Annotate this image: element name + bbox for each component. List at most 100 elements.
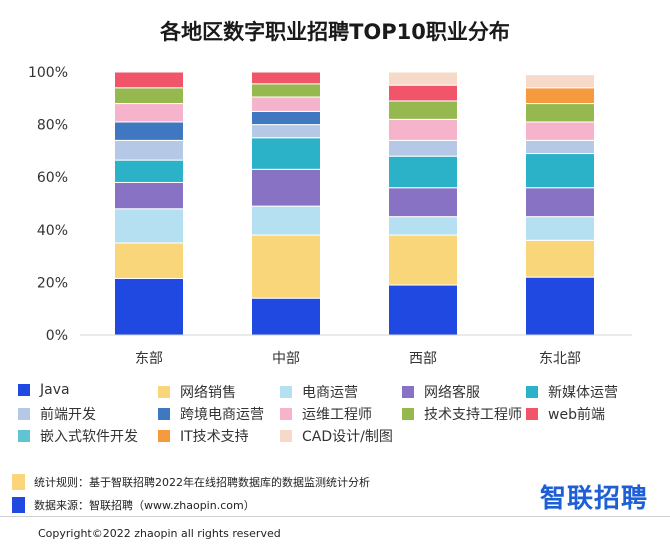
- bar-segment-4-13: [525, 74, 595, 89]
- bar-segment-1-6: [114, 139, 184, 161]
- legend-item: 技术支持工程师: [402, 404, 522, 424]
- x-tick-label: 中部: [272, 351, 300, 367]
- bar-segment-3-5: [388, 155, 458, 189]
- legend-label: 新媒体运营: [548, 385, 618, 401]
- x-tick-label: 东部: [135, 351, 163, 367]
- bar-area: [114, 71, 595, 336]
- bar-segment-1-7: [114, 121, 184, 141]
- bar-segment-2-10: [251, 71, 321, 85]
- chart-title: 各地区数字职业招聘TOP10职业分布: [160, 20, 510, 44]
- bar-segment-1-9: [114, 87, 184, 105]
- legend-label: web前端: [548, 407, 605, 423]
- legend-item: 运维工程师: [280, 404, 372, 424]
- bar-segment-4-4: [525, 187, 595, 218]
- bar-segment-3-2: [388, 234, 458, 286]
- legend-item: CAD设计/制图: [280, 426, 393, 446]
- legend-item: 嵌入式软件开发: [18, 426, 138, 446]
- legend-swatch: [158, 430, 170, 442]
- legend-swatch: [18, 408, 30, 420]
- bar-segment-1-3: [114, 208, 184, 244]
- bar-segment-1-5: [114, 159, 184, 183]
- source-note-marker: [12, 497, 25, 513]
- legend-swatch: [158, 408, 170, 420]
- legend-swatch: [280, 386, 292, 398]
- legend-item: Java: [18, 382, 70, 398]
- bar-segment-1-1: [114, 277, 184, 336]
- x-tick-label: 西部: [409, 351, 437, 367]
- bar-segment-4-6: [525, 139, 595, 155]
- bar-segment-3-3: [388, 216, 458, 236]
- bar-segment-2-7: [251, 110, 321, 126]
- bar-segment-2-8: [251, 96, 321, 112]
- bar-segment-4-9: [525, 103, 595, 123]
- bar-segment-1-10: [114, 71, 184, 89]
- source-note-text: 数据来源：智联招聘（www.zhaopin.com）: [34, 499, 255, 512]
- bar-segment-2-9: [251, 83, 321, 98]
- legend-label: 运维工程师: [302, 407, 372, 423]
- bar-segment-4-1: [525, 276, 595, 336]
- legend-label: 技术支持工程师: [424, 407, 522, 423]
- y-tick-label: 60%: [37, 170, 68, 186]
- copyright-text: Copyright©2022 zhaopin all rights reserv…: [38, 527, 281, 540]
- bar-segment-2-5: [251, 137, 321, 170]
- y-tick-label: 100%: [28, 65, 68, 81]
- legend-swatch: [280, 408, 292, 420]
- legend-item: 网络客服: [402, 382, 480, 402]
- legend-label: 网络销售: [180, 385, 236, 401]
- x-tick-label: 东北部: [539, 351, 581, 367]
- legend-item: IT技术支持: [158, 426, 249, 446]
- bar-segment-3-10: [388, 84, 458, 102]
- bar-segment-4-2: [525, 239, 595, 278]
- legend-label: 前端开发: [40, 407, 96, 423]
- rule-note-text: 统计规则：基于智联招聘2022年在线招聘数据库的数据监测统计分析: [34, 476, 370, 489]
- bar-segment-2-3: [251, 205, 321, 236]
- bar-segment-3-6: [388, 139, 458, 157]
- legend-item: 网络销售: [158, 382, 236, 402]
- legend-swatch: [402, 386, 414, 398]
- legend-swatch: [158, 386, 170, 398]
- legend-swatch: [526, 386, 538, 398]
- bar-segment-1-4: [114, 181, 184, 210]
- source-note: 数据来源：智联招聘（www.zhaopin.com）: [12, 497, 255, 513]
- legend-item: 前端开发: [18, 404, 96, 424]
- y-tick-label: 40%: [37, 223, 68, 239]
- y-tick-label: 0%: [46, 328, 68, 344]
- rule-note-marker: [12, 474, 25, 490]
- rule-note: 统计规则：基于智联招聘2022年在线招聘数据库的数据监测统计分析: [12, 474, 370, 490]
- bar-segment-3-4: [388, 187, 458, 218]
- legend-swatch: [18, 430, 30, 442]
- x-axis: 东部 中部 西部 东北部: [80, 334, 632, 367]
- bar-segment-2-6: [251, 124, 321, 139]
- legend-label: IT技术支持: [180, 429, 249, 445]
- zhaopin-logo: 智联招聘: [539, 484, 648, 514]
- bar-segment-2-4: [251, 168, 321, 207]
- bar-segment-4-5: [525, 153, 595, 189]
- bar-segment-1-8: [114, 103, 184, 123]
- y-tick-label: 80%: [37, 118, 68, 134]
- bar-segment-2-1: [251, 297, 321, 336]
- stacked-bar-chart: 0% 20% 40% 60% 80% 100% 东部 中部 西部 东北部: [28, 65, 632, 367]
- legend-label: 电商运营: [302, 385, 358, 401]
- legend-item: 电商运营: [280, 382, 358, 402]
- legend-label: 网络客服: [424, 385, 480, 401]
- legend-label: CAD设计/制图: [302, 429, 393, 445]
- legend-label: 嵌入式软件开发: [40, 429, 138, 445]
- bar-segment-3-9: [388, 100, 458, 120]
- bar-segment-4-8: [525, 121, 595, 141]
- bar-segment-3-1: [388, 284, 458, 336]
- footer-divider: [0, 516, 670, 517]
- legend-item: 新媒体运营: [526, 382, 618, 402]
- legend-label: 跨境电商运营: [180, 407, 264, 423]
- y-tick-label: 20%: [37, 275, 68, 291]
- legend-swatch: [18, 384, 30, 396]
- bar-segment-4-12: [525, 87, 595, 105]
- legend-swatch: [402, 408, 414, 420]
- legend-item: 跨境电商运营: [158, 404, 264, 424]
- legend-swatch: [280, 430, 292, 442]
- bar-segment-3-13: [388, 71, 458, 86]
- legend-swatch: [526, 408, 538, 420]
- y-axis: 0% 20% 40% 60% 80% 100%: [28, 65, 68, 344]
- bar-segment-3-8: [388, 118, 458, 141]
- bar-segment-2-2: [251, 234, 321, 299]
- bar-segment-4-3: [525, 216, 595, 241]
